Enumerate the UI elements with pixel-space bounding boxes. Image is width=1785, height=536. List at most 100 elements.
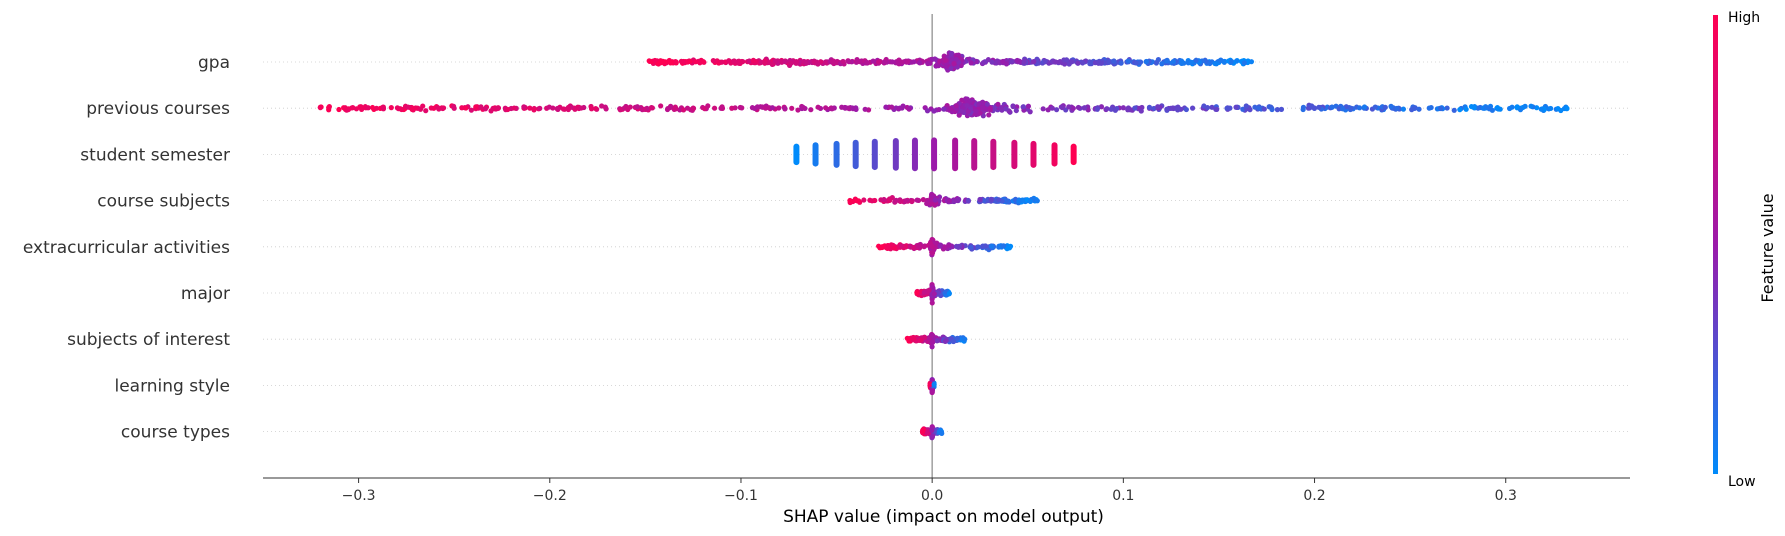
data-point [852, 197, 858, 203]
data-point [1034, 198, 1040, 204]
data-point [932, 197, 938, 203]
data-point [719, 104, 725, 110]
data-point [1471, 105, 1477, 111]
data-point [648, 105, 655, 111]
data-point [731, 58, 737, 64]
data-point [1120, 105, 1126, 111]
data-point [617, 107, 623, 113]
data-point [965, 197, 971, 204]
data-point [1118, 60, 1124, 66]
data-point [336, 106, 342, 113]
data-point [1193, 57, 1199, 63]
data-point [1027, 198, 1033, 204]
data-point [871, 138, 878, 171]
data-point [833, 140, 840, 168]
data-point [829, 58, 836, 64]
data-point [946, 290, 952, 297]
data-point [1049, 105, 1055, 111]
data-point [1111, 58, 1117, 64]
data-point [1207, 60, 1213, 67]
data-point [667, 60, 674, 66]
data-point [405, 104, 411, 110]
data-point [1080, 60, 1086, 66]
data-point [920, 429, 926, 435]
data-point [1133, 60, 1140, 66]
data-point [907, 243, 913, 249]
data-point [892, 199, 898, 205]
data-point [687, 58, 693, 64]
data-point [914, 197, 920, 203]
data-point [710, 58, 716, 64]
data-point [904, 335, 910, 341]
data-point [862, 106, 868, 112]
feature-label: major [181, 284, 230, 304]
data-point [1438, 105, 1444, 112]
data-point [951, 61, 957, 67]
data-point [921, 289, 927, 296]
feature-label: learning style [114, 376, 230, 396]
data-point [939, 430, 945, 436]
data-point [1486, 106, 1492, 112]
colorbar-low-label: Low [1728, 474, 1756, 490]
data-point [1241, 60, 1248, 66]
data-point [705, 103, 711, 109]
data-point [527, 105, 533, 111]
data-point [680, 107, 687, 113]
data-point [975, 244, 981, 250]
data-point [1010, 103, 1016, 110]
data-point [1125, 58, 1131, 64]
data-point [1132, 105, 1138, 111]
data-point [746, 58, 752, 64]
data-point [1388, 103, 1394, 109]
x-axis-title: SHAP value (impact on model output) [783, 507, 1104, 527]
data-point [864, 59, 870, 65]
x-tick-label: −0.2 [533, 488, 567, 504]
data-point [1082, 105, 1088, 111]
data-point [1000, 243, 1006, 249]
data-point [899, 243, 905, 249]
data-point [588, 106, 595, 112]
data-point [1261, 106, 1267, 112]
feature-labels: gpa previous courses student semester cours… [23, 53, 230, 443]
data-point [1248, 59, 1255, 65]
data-point [463, 105, 469, 111]
x-tick-label: 0.3 [1495, 488, 1517, 504]
data-point [941, 244, 948, 250]
data-point [847, 197, 853, 204]
data-point [1243, 103, 1249, 109]
data-point [954, 335, 960, 341]
feature-points [920, 424, 945, 441]
data-point [1548, 105, 1554, 112]
data-point [662, 59, 669, 65]
data-point [948, 105, 954, 112]
data-point [678, 58, 684, 64]
data-point [1098, 60, 1104, 66]
data-point [948, 50, 954, 57]
colorbar-title: Feature value [1758, 193, 1777, 302]
data-point [1336, 106, 1342, 112]
data-point [737, 104, 743, 111]
data-point [373, 105, 380, 111]
data-point [936, 106, 942, 113]
data-point [641, 106, 647, 112]
data-point [815, 61, 821, 67]
data-point [1179, 60, 1185, 66]
data-point [968, 244, 974, 250]
data-point [1066, 104, 1072, 110]
data-point [1348, 105, 1354, 111]
data-point [1146, 104, 1153, 110]
data-point [1070, 105, 1076, 111]
data-point [1104, 106, 1110, 112]
feature-points [904, 331, 968, 350]
data-point [881, 196, 887, 203]
data-point [924, 108, 931, 114]
data-point [593, 105, 599, 112]
data-point [1051, 142, 1058, 167]
feature-points [847, 191, 1040, 208]
data-point [1053, 59, 1059, 65]
data-point [627, 104, 633, 110]
data-point [929, 427, 935, 433]
data-point [1400, 106, 1407, 112]
data-point [886, 244, 892, 250]
data-point [964, 102, 970, 109]
